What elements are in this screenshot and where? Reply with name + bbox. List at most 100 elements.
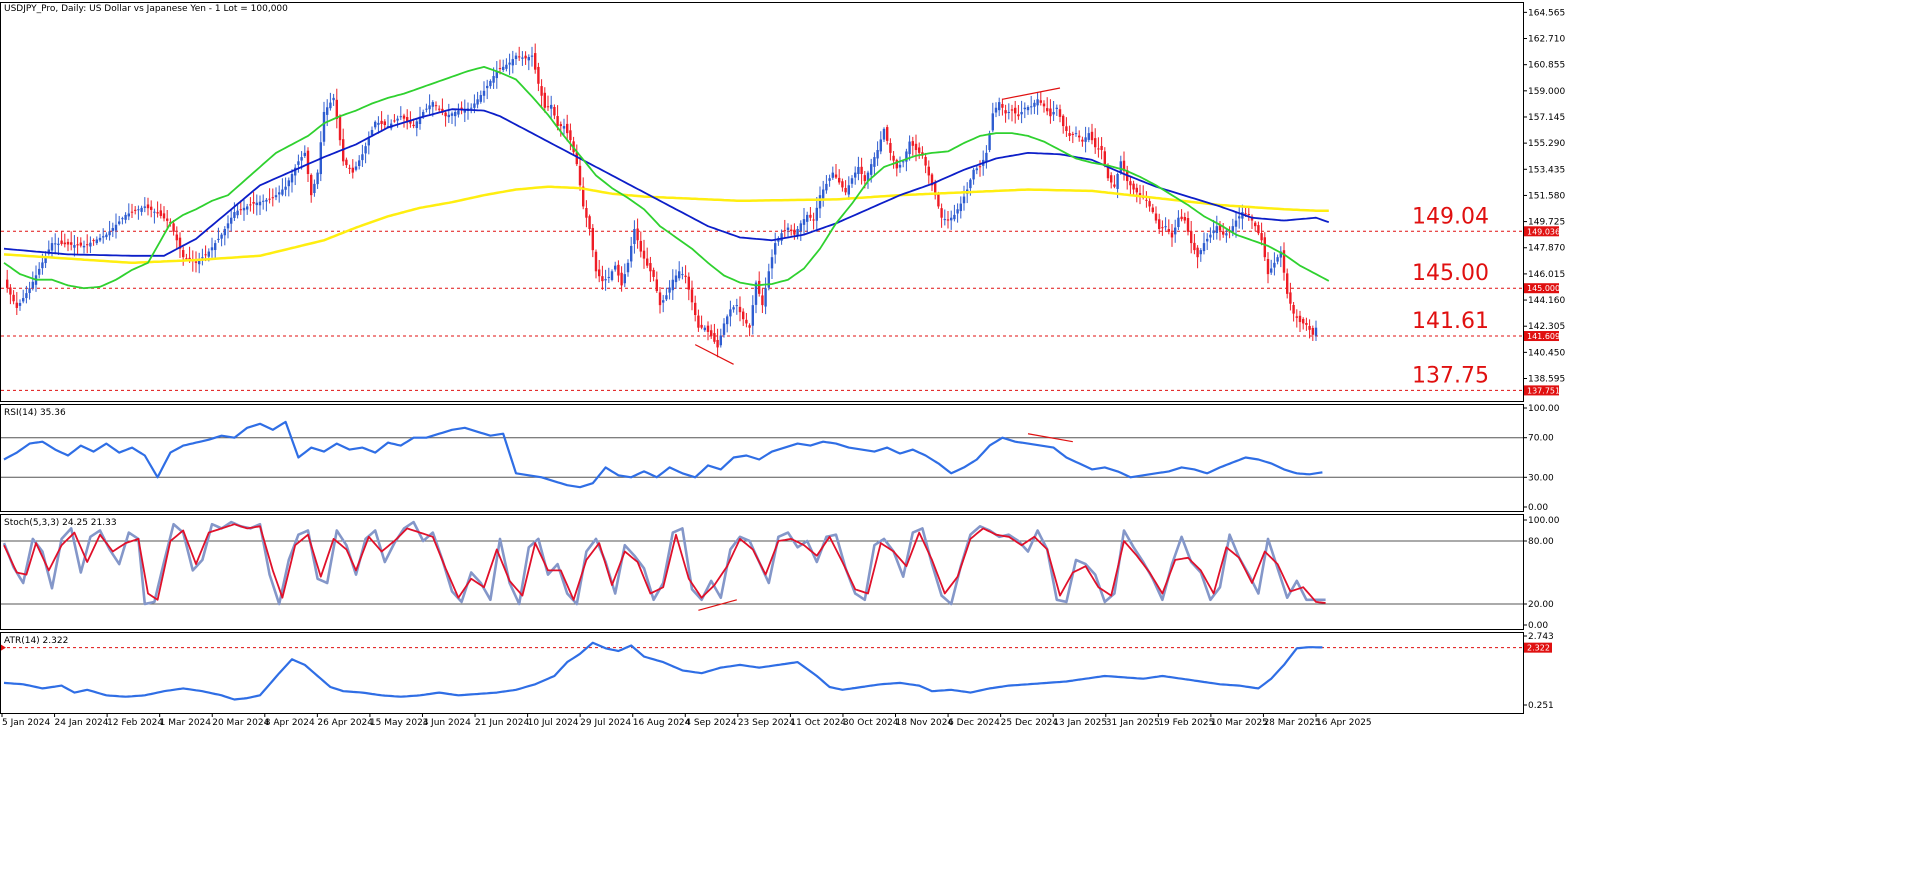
candle-body <box>767 271 770 288</box>
candle-body <box>70 242 73 245</box>
candle-body <box>1097 148 1100 150</box>
candle-body <box>1110 175 1113 183</box>
candle-body <box>1209 234 1212 238</box>
candle-body <box>124 214 127 220</box>
candle-body <box>66 241 70 245</box>
candle-body <box>924 156 927 166</box>
candle-body <box>239 209 242 211</box>
candle-body <box>774 243 777 255</box>
candle-body <box>799 223 802 231</box>
candle-body <box>226 223 230 229</box>
candle-body <box>1292 305 1295 314</box>
candle-body <box>1058 109 1062 117</box>
candle-body <box>457 110 460 115</box>
rsi-panel[interactable]: 100.00 70.00 30.00 0.00 RSI(14) 35.36 <box>0 404 1560 513</box>
candle-body <box>748 325 751 328</box>
candle-body <box>1295 316 1298 318</box>
candle-body <box>956 209 959 214</box>
candle-body <box>182 250 185 258</box>
price-tick-label: 146.015 <box>1528 270 1565 280</box>
atr-tick-label: 2.743 <box>1528 632 1554 642</box>
candle-body <box>335 99 338 120</box>
candle-body <box>393 120 396 122</box>
candle-body <box>950 217 953 221</box>
rsi-tick-label: 0.00 <box>1528 503 1548 513</box>
candle-body <box>1074 133 1078 135</box>
candle-body <box>841 181 844 188</box>
candle-body <box>1244 213 1247 215</box>
rsi-label: RSI(14) 35.36 <box>4 408 66 418</box>
candle-body <box>857 166 860 175</box>
candle-body <box>207 251 210 257</box>
level-label: 141.61 <box>1412 309 1489 334</box>
candle-body <box>1081 139 1084 142</box>
candle-body <box>530 55 534 57</box>
candle-body <box>351 167 354 173</box>
candle-body <box>559 124 562 127</box>
candle-body <box>1020 111 1023 115</box>
candle-body <box>214 243 217 250</box>
stoch-tick-label: 20.00 <box>1528 600 1554 610</box>
candle-body <box>303 152 306 157</box>
candle-body <box>726 316 729 325</box>
candle-body <box>50 243 54 251</box>
price-tick-label: 151.580 <box>1528 191 1565 201</box>
candle-body <box>687 276 690 290</box>
candle-body <box>281 189 284 195</box>
candle-body <box>809 214 812 218</box>
candle-body <box>89 242 92 247</box>
atr-tag-text: 2.322 <box>1527 644 1550 653</box>
candle-body <box>630 245 633 262</box>
candle-body <box>623 274 626 284</box>
candle-body <box>290 174 294 183</box>
rsi-tick-label: 70.00 <box>1528 434 1554 444</box>
candle-body <box>262 200 265 202</box>
price-tick-label: 138.595 <box>1528 375 1565 385</box>
candle-body <box>834 174 838 178</box>
candle-body <box>1190 230 1193 244</box>
candle-body <box>1270 268 1273 273</box>
candle-body <box>690 289 694 303</box>
candle-body <box>1170 232 1174 238</box>
time-tick-label: 8 Apr 2024 <box>265 718 315 728</box>
ma-fast-line <box>3 66 1330 290</box>
atr-panel[interactable]: 2.743 0.251 2.322 ATR(14) 2.322 <box>0 632 1554 714</box>
candle-body <box>86 244 89 246</box>
time-tick-label: 3 Jun 2024 <box>422 718 471 728</box>
candle-body <box>409 120 412 124</box>
ma-mid-line <box>3 108 1330 257</box>
candle-body <box>783 230 786 232</box>
candle-body <box>233 212 236 218</box>
candle-body <box>569 130 572 141</box>
candle-body <box>780 233 783 241</box>
candle-body <box>1145 199 1148 201</box>
candle-body <box>665 295 668 300</box>
candle-body <box>194 261 198 263</box>
atr-level-marker <box>1 644 6 651</box>
stoch-panel[interactable]: 100.00 80.00 20.00 0.00 Stoch(5,3,3) 24.25 2… <box>0 514 1560 632</box>
candle-body <box>217 238 220 240</box>
candle-body <box>1094 138 1097 148</box>
candle-body <box>1078 135 1081 138</box>
time-tick-label: 29 Jul 2024 <box>580 718 631 728</box>
candle-body <box>38 268 41 275</box>
candle-body <box>82 245 86 248</box>
candle-body <box>745 319 748 324</box>
time-tick-label: 20 Mar 2024 <box>212 718 269 728</box>
atr-tag <box>1524 642 1552 653</box>
candle-body <box>518 56 521 58</box>
candle-body <box>639 240 642 252</box>
level-tag-text: 149.036 <box>1527 227 1560 236</box>
time-tick-label: 18 Nov 2024 <box>896 718 954 728</box>
candle-body <box>498 68 502 70</box>
time-tick-label: 21 Jun 2024 <box>475 718 529 728</box>
candle-body <box>271 197 274 199</box>
candle-body <box>1206 238 1209 242</box>
candle-body <box>274 195 278 198</box>
candle-body <box>406 117 409 122</box>
candle-body <box>111 228 114 231</box>
price-tick-label: 147.870 <box>1528 244 1565 254</box>
price-panel[interactable]: 164.565 162.710 160.855 159.000 157.145 155.2… <box>0 2 1566 402</box>
candle-body <box>764 288 767 307</box>
candle-body <box>815 207 818 221</box>
